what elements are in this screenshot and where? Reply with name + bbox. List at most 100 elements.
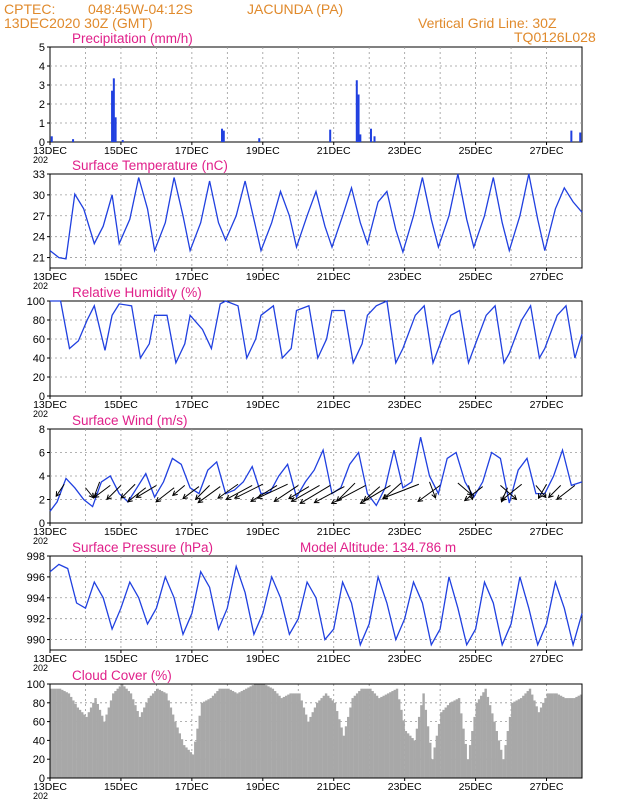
cloud-bar (486, 696, 490, 778)
panel-title: Relative Humidity (%) (72, 285, 202, 300)
x-tick-label: 23DEC (388, 653, 422, 665)
cloud-bar (417, 716, 421, 778)
cloud-bar (105, 714, 108, 778)
panel-frame (49, 46, 583, 143)
x-tick-label: 17DEC (175, 271, 209, 283)
cloud-bar (457, 698, 461, 778)
wind-vector (288, 486, 310, 500)
cloud-bar (353, 695, 357, 778)
wind-vector-head (537, 493, 544, 500)
cloud-bar (371, 691, 374, 778)
cloud-bar (513, 701, 516, 778)
cloud-bar (466, 759, 470, 778)
x-tick-label: 25DEC (459, 526, 493, 538)
precip-bar (50, 136, 53, 142)
cloud-bar (307, 721, 310, 778)
wind-vector-head (250, 496, 257, 502)
header-run: 13DEC2020 30Z (GMT) (4, 15, 153, 31)
cloud-bar (209, 698, 213, 778)
precip-bar (359, 134, 362, 142)
cloud-bar (462, 728, 465, 778)
cloud-bar (103, 721, 106, 778)
cloud-bar (426, 726, 430, 778)
x-tick-label: 27DEC (530, 399, 564, 411)
cloud-bar (196, 728, 199, 778)
header-source: CPTEC: (4, 1, 56, 17)
y-tick-label: 0 (39, 518, 45, 530)
header-grid-line: Vertical Grid Line: 30Z (418, 15, 557, 31)
cloud-bar (393, 689, 396, 778)
cloud-bar (109, 700, 113, 778)
wind-vector-head (511, 494, 518, 501)
cloud-bar (460, 713, 463, 778)
x-tick-label: 15DEC (104, 653, 138, 665)
panel-4 (47, 555, 583, 653)
wind-vector (197, 486, 221, 504)
cloud-bar (194, 741, 197, 778)
x-tick-label: 19DEC (246, 271, 280, 283)
wind-vector-head (417, 496, 424, 503)
cloud-bar (218, 688, 221, 778)
wind-vector-shaft (500, 485, 517, 500)
y-tick-label: 60 (33, 334, 45, 346)
cloud-bar (187, 749, 190, 778)
cloud-bar (76, 707, 80, 778)
cloud-bar (200, 702, 204, 778)
precip-bar (369, 128, 372, 142)
wind-vector (463, 486, 484, 502)
wind-vector-shaft (257, 483, 288, 499)
cloud-bar (358, 691, 361, 778)
wind-vector (172, 485, 186, 497)
cloud-bar (127, 691, 130, 778)
cloud-bar (149, 695, 153, 778)
wind-vector (93, 484, 111, 499)
cloud-bar (477, 699, 481, 778)
wind-vector-shaft (291, 484, 320, 502)
cloud-bar (267, 686, 270, 778)
wind-vector-head (547, 492, 554, 499)
cloud-bar (579, 694, 583, 778)
y-tick-label: 100 (27, 679, 45, 691)
cloud-bar (528, 688, 532, 778)
wind-vector (217, 483, 239, 499)
cloud-bar (293, 693, 297, 778)
wind-vector-shaft (468, 485, 473, 500)
cloud-bar (573, 698, 576, 778)
cloud-bar (225, 688, 228, 778)
cloud-bar (269, 687, 272, 778)
cloud-bar (167, 700, 170, 778)
wind-vector-shaft (360, 484, 391, 504)
y-tick-label: 992 (27, 614, 45, 626)
cloud-bar (176, 727, 179, 778)
cloud-bar (89, 707, 93, 778)
cloud-bar (183, 745, 186, 778)
cloud-bar (411, 738, 414, 778)
x-year-fragment: 202 (33, 409, 48, 419)
y-tick-label: 40 (33, 735, 45, 747)
cloud-bar (431, 759, 434, 778)
cloud-bar (165, 693, 168, 778)
wind-vector-head (135, 492, 142, 498)
cloud-bar (335, 711, 339, 778)
wind-vector (135, 484, 157, 498)
x-tick-label: 15DEC (104, 781, 138, 793)
cloud-bar (289, 693, 292, 778)
cloud-bar (539, 707, 543, 778)
wind-vector-head (217, 493, 223, 499)
cloud-bar (207, 699, 210, 778)
wind-vector-shaft (197, 486, 221, 503)
precip-bar (373, 136, 376, 142)
wind-vector-head (155, 497, 162, 503)
x-tick-label: 19DEC (246, 145, 280, 157)
precip-bar (112, 78, 115, 142)
cloud-bar (444, 707, 447, 778)
x-tick-label: 25DEC (459, 145, 493, 157)
wind-vector (500, 483, 523, 501)
cloud-bar (491, 713, 494, 778)
cloud-bar (340, 727, 343, 778)
panel-frame-top (49, 683, 583, 779)
cloud-bar (324, 693, 328, 778)
y-tick-label: 20 (33, 754, 45, 766)
cloud-bar (535, 706, 538, 778)
cloud-bar (214, 693, 217, 778)
